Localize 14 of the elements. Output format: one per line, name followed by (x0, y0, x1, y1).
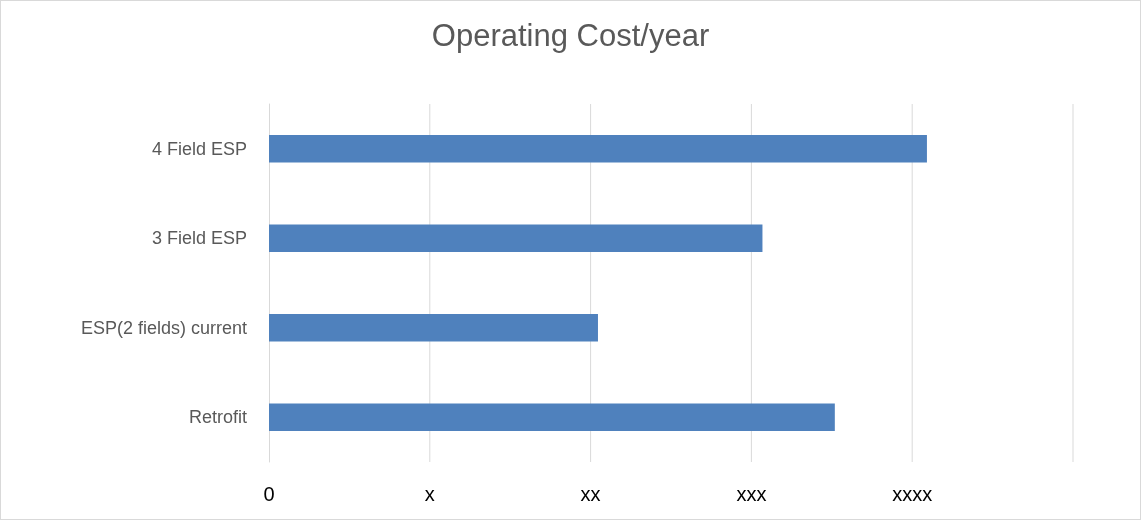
bar (269, 403, 835, 432)
y-tick-label: Retrofit (188, 407, 247, 428)
y-tick-label: 4 Field ESP (151, 138, 247, 159)
bar (269, 224, 763, 253)
text: x (424, 483, 435, 505)
y-tick-label: ESP(2 fields) current (80, 317, 247, 338)
chart-title: Operating Cost/year (431, 18, 710, 53)
text: xxx (736, 483, 767, 505)
y-tick-label: 3 Field ESP (151, 228, 247, 249)
bar (269, 313, 598, 342)
text: xxxx (892, 483, 933, 505)
text: 0 (263, 483, 275, 505)
text: xx (580, 483, 601, 505)
bar (269, 134, 927, 163)
